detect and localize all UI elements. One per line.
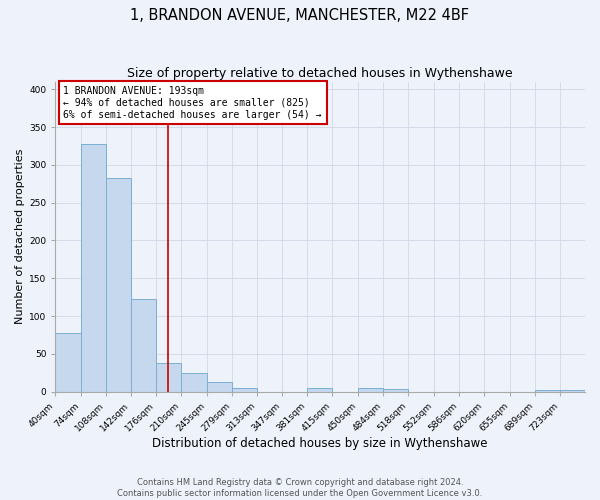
Text: Contains HM Land Registry data © Crown copyright and database right 2024.
Contai: Contains HM Land Registry data © Crown c… [118, 478, 482, 498]
Y-axis label: Number of detached properties: Number of detached properties [15, 149, 25, 324]
Bar [232, 388, 257, 392]
Text: 1 BRANDON AVENUE: 193sqm
← 94% of detached houses are smaller (825)
6% of semi-d: 1 BRANDON AVENUE: 193sqm ← 94% of detach… [64, 86, 322, 120]
Title: Size of property relative to detached houses in Wythenshawe: Size of property relative to detached ho… [127, 68, 513, 80]
Bar [207, 382, 232, 392]
Bar [106, 178, 131, 392]
Bar [560, 390, 585, 392]
X-axis label: Distribution of detached houses by size in Wythenshawe: Distribution of detached houses by size … [152, 437, 488, 450]
Bar [156, 363, 181, 392]
Bar [131, 298, 156, 392]
Bar [80, 144, 106, 392]
Bar [181, 373, 207, 392]
Bar [535, 390, 560, 392]
Bar [55, 332, 80, 392]
Bar [383, 390, 409, 392]
Text: 1, BRANDON AVENUE, MANCHESTER, M22 4BF: 1, BRANDON AVENUE, MANCHESTER, M22 4BF [131, 8, 470, 22]
Bar [307, 388, 332, 392]
Bar [358, 388, 383, 392]
